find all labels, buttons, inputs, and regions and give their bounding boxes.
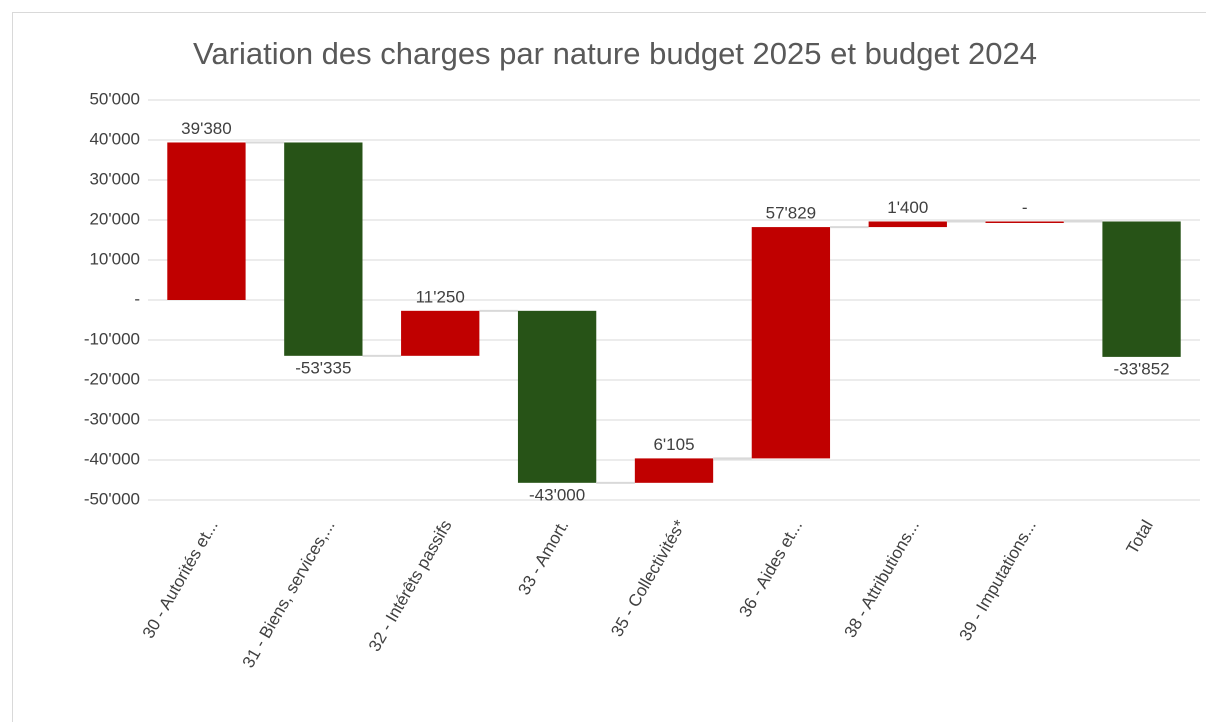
y-tick-label: 10'000	[89, 249, 140, 268]
value-label: -33'852	[1113, 359, 1169, 378]
x-tick-label: 38 - Attributions...	[841, 517, 924, 641]
y-tick-label: -	[134, 289, 140, 308]
bar	[518, 311, 596, 483]
x-tick-label: 32 - Intérêts passifs	[365, 517, 456, 655]
y-tick-label: 20'000	[89, 209, 140, 228]
y-tick-label: 40'000	[89, 129, 140, 148]
y-tick-label: 30'000	[89, 169, 140, 188]
value-label: 6'105	[653, 435, 694, 454]
value-label: 39'380	[181, 119, 232, 138]
bar	[986, 221, 1064, 223]
x-tick-label: 31 - Biens, services,...	[239, 517, 339, 671]
y-tick-label: -40'000	[84, 449, 140, 468]
bar	[635, 458, 713, 482]
value-label: -53'335	[295, 358, 351, 377]
x-tick-label: 35 - Collectivités*	[607, 516, 689, 640]
x-tick-label: 36 - Aides et...	[735, 517, 806, 621]
chart-title: Variation des charges par nature budget …	[193, 36, 1037, 71]
bar	[752, 227, 830, 458]
x-tick-label: 33 - Amort.	[514, 517, 572, 599]
bar	[401, 311, 479, 356]
bar	[869, 221, 947, 227]
y-tick-label: -20'000	[84, 369, 140, 388]
y-tick-label: -10'000	[84, 329, 140, 348]
y-tick-label: 50'000	[89, 89, 140, 108]
bar	[284, 142, 362, 355]
value-label: 1'400	[887, 198, 928, 217]
bar	[167, 142, 245, 300]
value-label: 57'829	[766, 204, 817, 223]
y-tick-label: -50'000	[84, 489, 140, 508]
value-label: 11'250	[416, 287, 465, 306]
bar	[1102, 221, 1180, 356]
value-label: -	[1022, 198, 1028, 217]
x-tick-label: 39 - Imputations...	[956, 517, 1040, 644]
value-label: -43'000	[529, 485, 585, 504]
x-tick-label: 30 - Autorités et...	[139, 517, 222, 642]
y-tick-label: -30'000	[84, 409, 140, 428]
x-tick-label: Total	[1122, 517, 1156, 558]
